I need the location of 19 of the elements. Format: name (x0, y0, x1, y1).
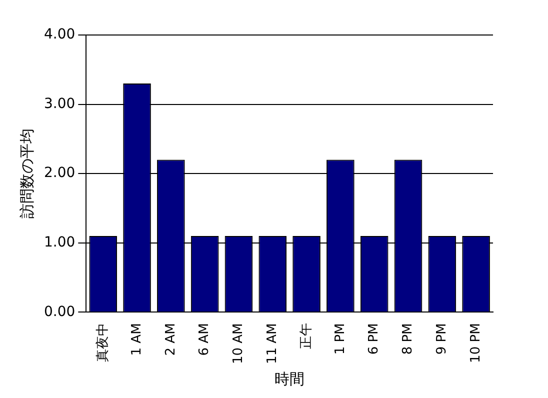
x-tick-label: 6 AM (197, 323, 212, 356)
x-tick-label: 10 PM (468, 323, 484, 363)
y-tick-label: 2.00 (44, 165, 76, 182)
x-tick-label: 1 PM (332, 323, 348, 355)
y-tick-label: 0.00 (44, 304, 76, 320)
y-tick-label: 3.00 (44, 96, 76, 112)
x-tick-label: 6 PM (366, 323, 382, 355)
x-tick-label: 正午 (298, 323, 314, 350)
x-tick-label: 真夜中 (94, 323, 110, 362)
x-tick-label: 11 AM (265, 323, 280, 364)
x-axis-title: 時間 (274, 370, 305, 388)
y-tick-label: 1.00 (44, 234, 76, 251)
y-axis-title: 訪問数の平均 (18, 128, 36, 219)
x-tick-label: 9 PM (434, 323, 450, 355)
x-tick-label: 10 AM (231, 323, 246, 364)
x-tick-label: 2 AM (163, 323, 178, 356)
y-tick-label: 4.00 (44, 26, 76, 43)
x-tick-label: 1 AM (129, 323, 144, 356)
x-tick-label: 8 PM (400, 323, 416, 355)
